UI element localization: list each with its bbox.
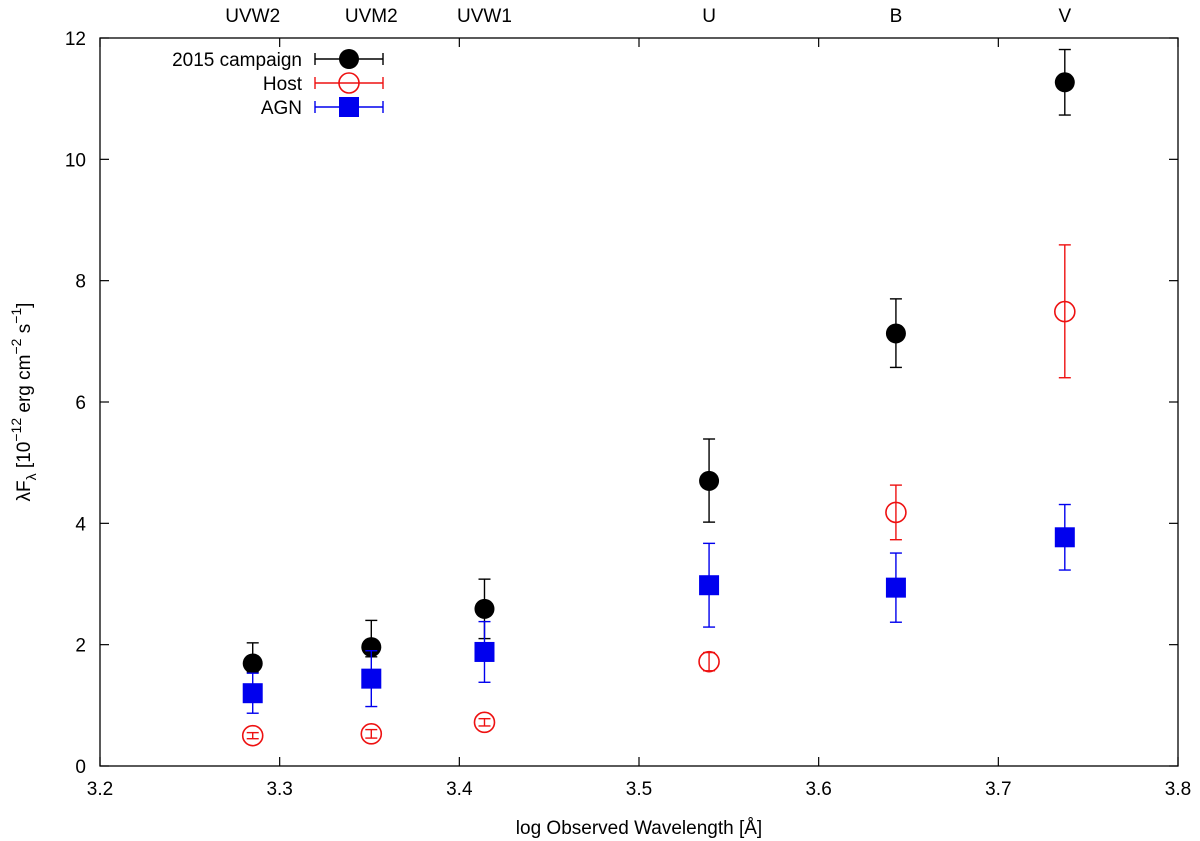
data-point — [885, 577, 906, 598]
legend-label: Host — [263, 74, 303, 95]
x-tick-label: 3.4 — [446, 779, 473, 800]
data-point — [474, 641, 495, 662]
y-tick-label: 6 — [75, 393, 86, 414]
data-point — [699, 470, 720, 491]
y-axis-label: λFλ [10−12 erg cm−2 s−1] — [8, 303, 39, 502]
filter-label: B — [890, 6, 903, 27]
legend-label: AGN — [261, 98, 302, 119]
data-point — [242, 683, 263, 704]
data-point — [1054, 72, 1075, 93]
x-axis-label: log Observed Wavelength [Å] — [516, 818, 762, 839]
y-label-tail: s — [14, 324, 35, 339]
legend-marker — [338, 72, 360, 94]
x-tick-label: 3.8 — [1165, 779, 1191, 800]
y-axis: 0 2 4 6 8 10 12 — [65, 29, 1178, 778]
x-axis: 3.2 3.3 3.4 3.5 3.6 3.7 3.8 — [87, 38, 1191, 800]
filter-label: UVM2 — [345, 6, 398, 27]
data-point — [1054, 300, 1076, 323]
data-point — [473, 711, 496, 734]
filter-labels: UVW2 UVM2 UVW1 U B V — [225, 6, 1071, 27]
filter-label: U — [702, 6, 716, 27]
y-label-mid: erg cm — [14, 355, 35, 418]
filter-label: V — [1058, 6, 1071, 27]
data-point — [1054, 527, 1075, 548]
data-point — [360, 723, 383, 745]
y-label-close: ] — [14, 303, 35, 308]
x-tick-label: 3.2 — [87, 779, 113, 800]
data-point — [241, 724, 264, 747]
x-tick-label: 3.6 — [805, 779, 831, 800]
data-point — [885, 323, 906, 344]
data-point — [699, 575, 720, 596]
series-agn — [242, 503, 1075, 714]
y-tick-label: 12 — [65, 29, 86, 50]
legend-label: 2015 campaign — [172, 50, 302, 71]
y-label-open: [10 — [14, 442, 35, 474]
x-tick-label: 3.5 — [626, 779, 652, 800]
plot-frame — [99, 37, 1179, 767]
data-series — [241, 48, 1076, 747]
data-point — [698, 650, 720, 673]
y-tick-label: 2 — [75, 636, 86, 657]
filter-label: UVW2 — [225, 6, 280, 27]
y-tick-label: 4 — [75, 514, 86, 535]
y-label-base: λF — [14, 480, 35, 501]
filter-label: UVW1 — [457, 6, 512, 27]
y-label-sub: λ — [23, 473, 39, 480]
legend-marker — [339, 49, 359, 69]
x-tick-label: 3.3 — [266, 779, 292, 800]
legend-marker — [339, 97, 359, 117]
data-point — [361, 668, 382, 689]
data-point — [361, 637, 382, 658]
y-tick-label: 0 — [75, 757, 86, 778]
data-point — [474, 598, 495, 619]
y-tick-label: 8 — [75, 272, 86, 293]
y-label-exp1: −12 — [8, 418, 24, 442]
x-tick-label: 3.7 — [985, 779, 1011, 800]
y-label-exp3: −1 — [8, 308, 24, 324]
y-label-exp2: −2 — [8, 338, 24, 354]
series-2015-campaign — [242, 48, 1075, 674]
legend: 2015 campaign Host AGN — [172, 49, 384, 119]
data-point — [242, 653, 263, 674]
series-host — [241, 244, 1076, 747]
y-tick-label: 10 — [65, 150, 86, 171]
data-point — [885, 501, 907, 524]
